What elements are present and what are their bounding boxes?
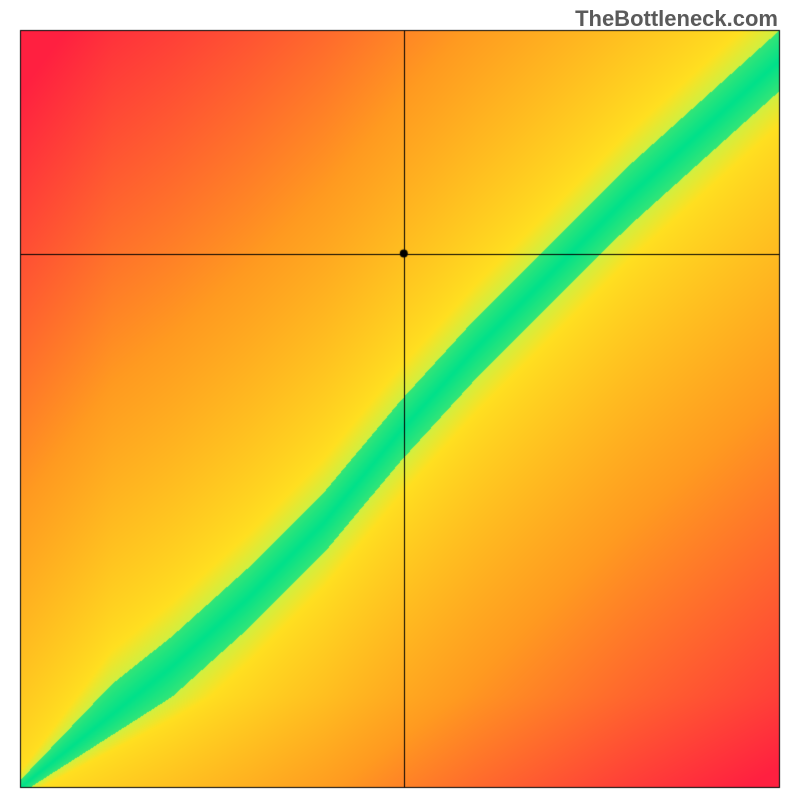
chart-container: TheBottleneck.com — [0, 0, 800, 800]
source-watermark: TheBottleneck.com — [575, 6, 778, 32]
heatmap-canvas — [0, 0, 800, 800]
